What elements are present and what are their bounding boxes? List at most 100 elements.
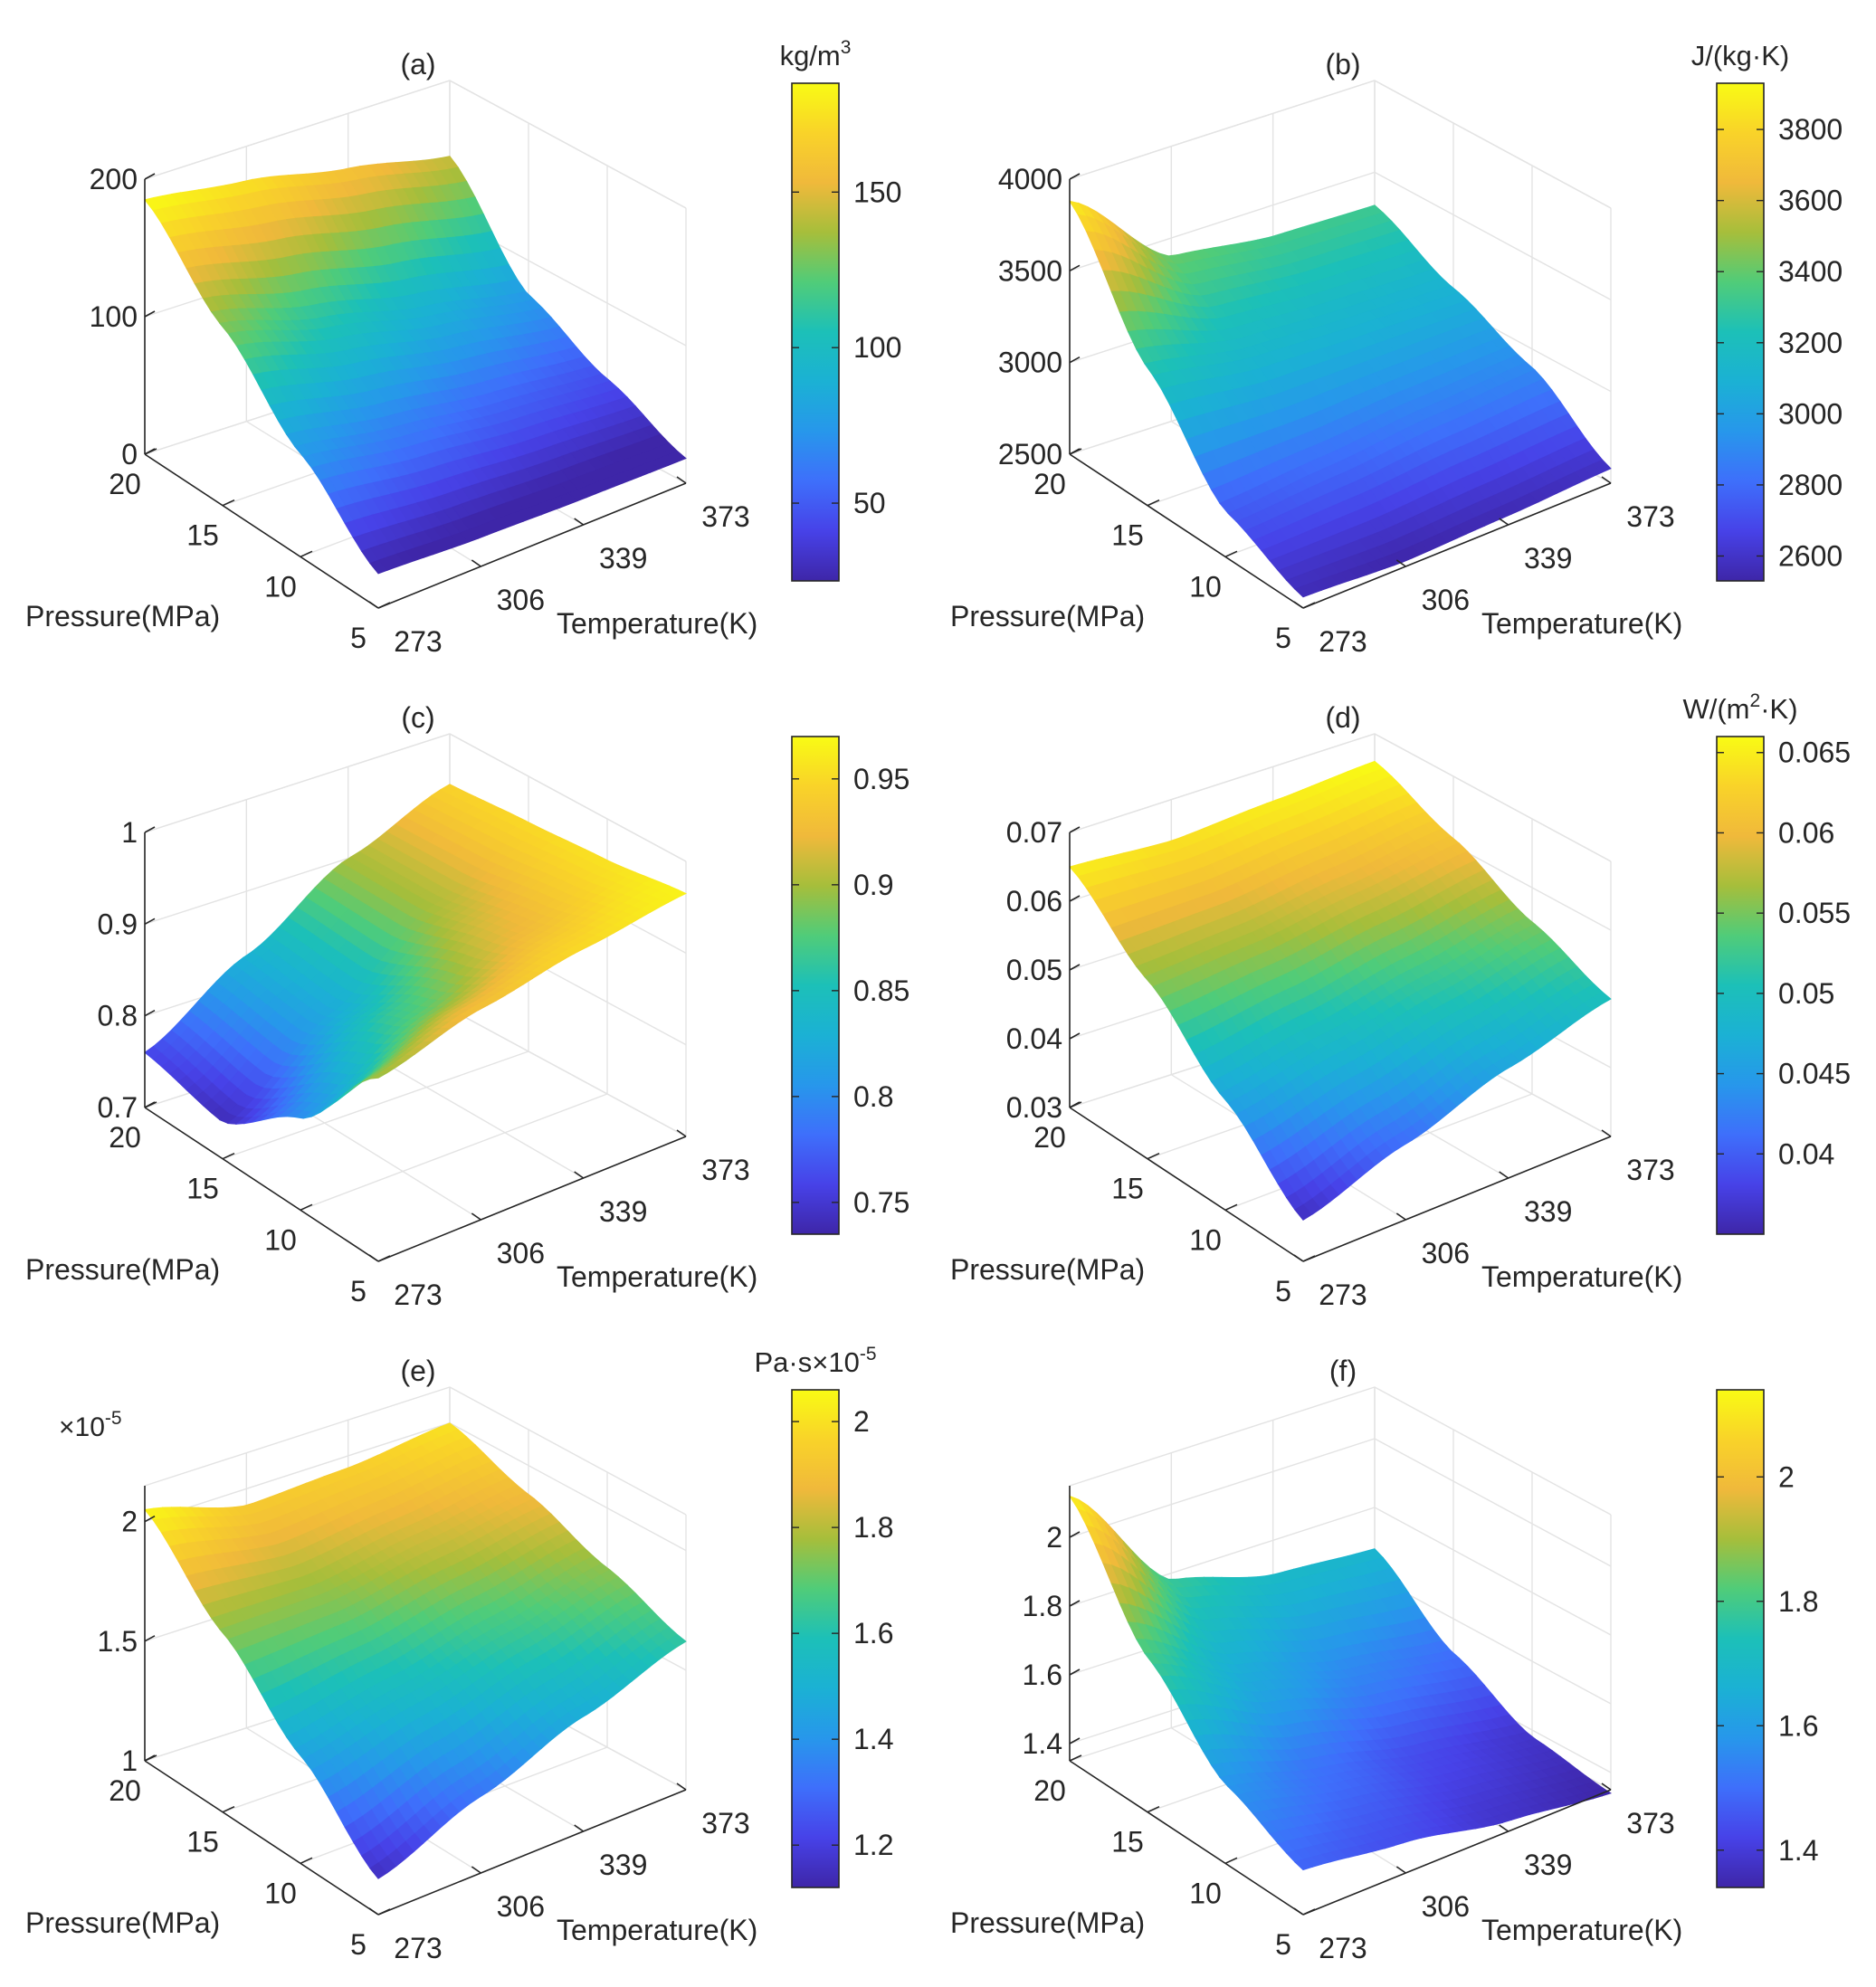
pressure-tick-label: 5 xyxy=(1275,622,1291,654)
surface-patch xyxy=(667,451,687,463)
grid-line xyxy=(300,1093,608,1211)
temperature-axis-label: Temperature(K) xyxy=(1481,607,1682,640)
temperature-tick xyxy=(1293,1254,1304,1262)
panel-title: (b) xyxy=(1325,48,1360,81)
z-tick-label: 2500 xyxy=(998,438,1062,471)
temperature-tick-label: 373 xyxy=(1626,1154,1674,1186)
colorbar-tick-label: 0.85 xyxy=(853,974,909,1007)
temperature-axis-line xyxy=(377,482,687,609)
temperature-tick-label: 339 xyxy=(599,1195,647,1228)
colorbar-tick-label: 100 xyxy=(853,331,901,364)
temperature-axis-label: Temperature(K) xyxy=(557,607,757,640)
temperature-tick xyxy=(574,1171,585,1179)
colorbar-tick-label: 2800 xyxy=(1778,469,1843,501)
panel-title: (d) xyxy=(1325,701,1360,734)
pressure-tick-label: 20 xyxy=(109,1121,141,1154)
z-tick-label: 0.8 xyxy=(98,1000,138,1032)
colorbar-tick-label: 0.95 xyxy=(853,763,909,795)
pressure-tick-label: 5 xyxy=(1275,1275,1291,1307)
temperature-tick xyxy=(471,1212,481,1221)
panel-title: (c) xyxy=(401,701,434,734)
temperature-tick xyxy=(1395,1212,1406,1221)
pressure-tick xyxy=(377,1255,391,1262)
pressure-tick xyxy=(1224,550,1238,558)
colorbar-tick-label: 0.065 xyxy=(1778,737,1851,769)
z-tick xyxy=(144,173,156,180)
colorbar-tick-label: 0.055 xyxy=(1778,897,1851,929)
temperature-tick-label: 306 xyxy=(497,584,545,616)
colorbar-tick-label: 0.05 xyxy=(1778,977,1834,1010)
pressure-tick xyxy=(300,1203,313,1212)
colorbar-tick-label: 3400 xyxy=(1778,255,1843,288)
pressure-tick-label: 15 xyxy=(186,519,219,552)
colorbar-tick-label: 0.045 xyxy=(1778,1058,1851,1090)
pressure-tick-label: 20 xyxy=(1033,1121,1066,1154)
pressure-axis-line xyxy=(144,1107,379,1262)
z-tick xyxy=(144,310,156,318)
pressure-tick-label: 15 xyxy=(1111,1173,1144,1205)
pressure-axis-line xyxy=(144,453,379,609)
temperature-tick-label: 339 xyxy=(1524,1195,1572,1228)
pressure-axis-label: Pressure(MPa) xyxy=(25,1253,220,1286)
pressure-tick xyxy=(1147,499,1160,507)
colorbar xyxy=(1716,736,1765,1235)
grid-line xyxy=(1069,80,1612,209)
colorbar-tick-label: 0.8 xyxy=(853,1080,893,1113)
grid-line xyxy=(1069,80,1612,209)
temperature-tick xyxy=(368,1254,379,1262)
colorbar xyxy=(1716,82,1765,582)
colorbar-unit-label: W/(m2·K) xyxy=(1682,690,1797,725)
colorbar-tick-label: 0.9 xyxy=(853,869,893,901)
panel-e: 11.52×10-55101520273306339373Pressure(MP… xyxy=(25,1344,893,1964)
colorbar-tick-label: 2600 xyxy=(1778,540,1843,573)
panel-b: 25003000350040005101520273306339373Press… xyxy=(950,40,1843,658)
z-tick-label: 0 xyxy=(121,438,138,471)
z-tick-label: 3000 xyxy=(998,347,1062,379)
pressure-tick xyxy=(1147,1152,1160,1160)
colorbar-tick-label: 3000 xyxy=(1778,397,1843,430)
temperature-tick-label: 273 xyxy=(1319,1279,1367,1311)
temperature-tick-label: 339 xyxy=(599,542,647,575)
surface-b xyxy=(1069,200,1612,598)
temperature-tick xyxy=(676,476,687,484)
temperature-tick-label: 373 xyxy=(701,1154,749,1186)
colorbar-tick-label: 0.04 xyxy=(1778,1137,1834,1170)
surface-c xyxy=(144,784,688,1125)
panel-c: 0.70.80.915101520273306339373Pressure(MP… xyxy=(25,701,909,1311)
panel-title: (a) xyxy=(400,48,435,81)
z-tick-label: 0.04 xyxy=(1006,1022,1062,1055)
z-tick-label: 0.05 xyxy=(1006,954,1062,986)
temperature-tick-label: 273 xyxy=(1319,625,1367,658)
pressure-tick-label: 15 xyxy=(1111,519,1144,552)
z-tick-label: 4000 xyxy=(998,163,1062,195)
colorbar-tick-label: 3800 xyxy=(1778,113,1843,146)
pressure-tick xyxy=(222,1152,235,1160)
pressure-tick xyxy=(377,602,391,609)
temperature-tick-label: 306 xyxy=(497,1237,545,1269)
surface-a xyxy=(144,156,687,575)
pressure-tick-label: 10 xyxy=(1189,570,1222,603)
temperature-tick xyxy=(676,1129,687,1137)
temperature-tick xyxy=(1499,518,1509,526)
temperature-tick-label: 339 xyxy=(1524,542,1572,575)
pressure-tick xyxy=(300,550,313,558)
pressure-tick-label: 10 xyxy=(1189,1223,1222,1256)
z-tick-label: 100 xyxy=(90,300,138,333)
z-tick-label: 0.9 xyxy=(98,908,138,940)
temperature-tick xyxy=(574,518,585,526)
temperature-tick xyxy=(471,559,481,567)
pressure-tick-label: 20 xyxy=(1033,468,1066,500)
z-tick-label: 0.03 xyxy=(1006,1091,1062,1124)
pressure-axis-label: Pressure(MPa) xyxy=(950,600,1145,632)
colorbar-tick-label: 3600 xyxy=(1778,185,1843,217)
temperature-tick xyxy=(368,601,379,609)
temperature-tick-label: 306 xyxy=(1422,584,1470,616)
pressure-tick-label: 10 xyxy=(264,570,297,603)
temperature-tick xyxy=(1293,601,1304,609)
pressure-tick xyxy=(222,499,235,507)
z-tick-label: 0.06 xyxy=(1006,885,1062,917)
colorbar-unit-label: kg/m3 xyxy=(780,37,852,71)
pressure-tick-label: 10 xyxy=(264,1223,297,1256)
temperature-tick xyxy=(1499,1171,1509,1179)
